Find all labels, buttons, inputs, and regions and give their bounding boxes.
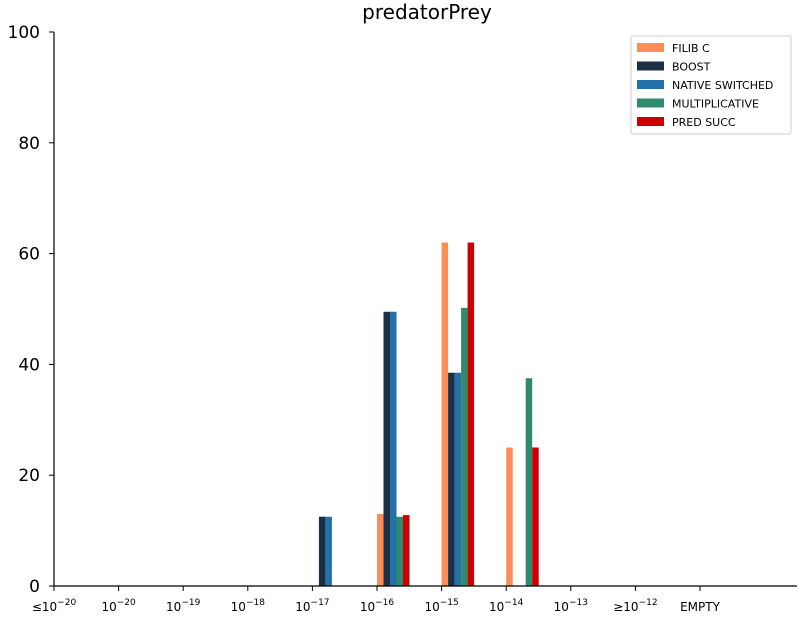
axes (53, 32, 797, 587)
legend-box (630, 35, 792, 135)
legend-label: PRED SUCC (672, 116, 736, 129)
x-tick-label: 10−13 (554, 598, 588, 614)
legend-swatch (637, 117, 664, 126)
x-tick-label: ≤10−20 (32, 598, 77, 614)
bar (454, 372, 462, 586)
bar (377, 513, 384, 586)
legend-swatch (637, 98, 664, 108)
x-tick-label: 10−16 (360, 598, 395, 614)
legend: FILIB C BOOST NATIVE SWITCHED MULTIPLICATIV… (630, 35, 792, 135)
y-tick-label: 40 (18, 355, 40, 375)
bar (441, 242, 449, 586)
bar (383, 311, 390, 586)
legend-label: BOOST (672, 61, 711, 74)
bar (403, 515, 410, 586)
legend-swatch (637, 43, 664, 52)
legend-label: MULTIPLICATIVE (672, 98, 759, 111)
bar (318, 516, 326, 586)
bars (318, 242, 539, 586)
bar (532, 447, 539, 586)
x-tick-label: 10−18 (231, 598, 266, 614)
legend-swatch (637, 61, 664, 71)
x-tick-label: 10−20 (101, 598, 136, 614)
bar (525, 378, 533, 586)
x-tick-label: 10−14 (489, 598, 524, 614)
legend-label: NATIVE SWITCHED (672, 79, 773, 92)
bar (467, 242, 475, 586)
x-tick-label: 10−15 (424, 598, 458, 614)
x-tick-label: 10−17 (295, 598, 329, 614)
chart-title: predatorPrey (362, 0, 492, 24)
bar (506, 447, 513, 586)
bar (396, 516, 403, 586)
x-tick-label: ≥10−12 (613, 598, 657, 614)
y-tick-label: 0 (29, 577, 40, 597)
x-axis-ticks: ≤10−20 10−20 10−19 10−18 10−17 10−16 10−15 10−1… (32, 586, 721, 614)
y-tick-label: 80 (18, 134, 40, 154)
legend-label: FILIB C (672, 42, 710, 55)
y-axis-ticks: 0 20 40 60 80 100 (8, 23, 54, 597)
legend-swatch (637, 80, 664, 89)
y-tick-label: 20 (18, 466, 40, 486)
bar (390, 311, 397, 586)
y-tick-label: 60 (18, 245, 40, 265)
bar (461, 307, 468, 586)
bar (325, 516, 332, 586)
x-tick-label: EMPTY (680, 600, 721, 614)
x-tick-label: 10−19 (166, 598, 201, 614)
y-tick-label: 100 (8, 23, 40, 43)
bar (448, 372, 455, 586)
